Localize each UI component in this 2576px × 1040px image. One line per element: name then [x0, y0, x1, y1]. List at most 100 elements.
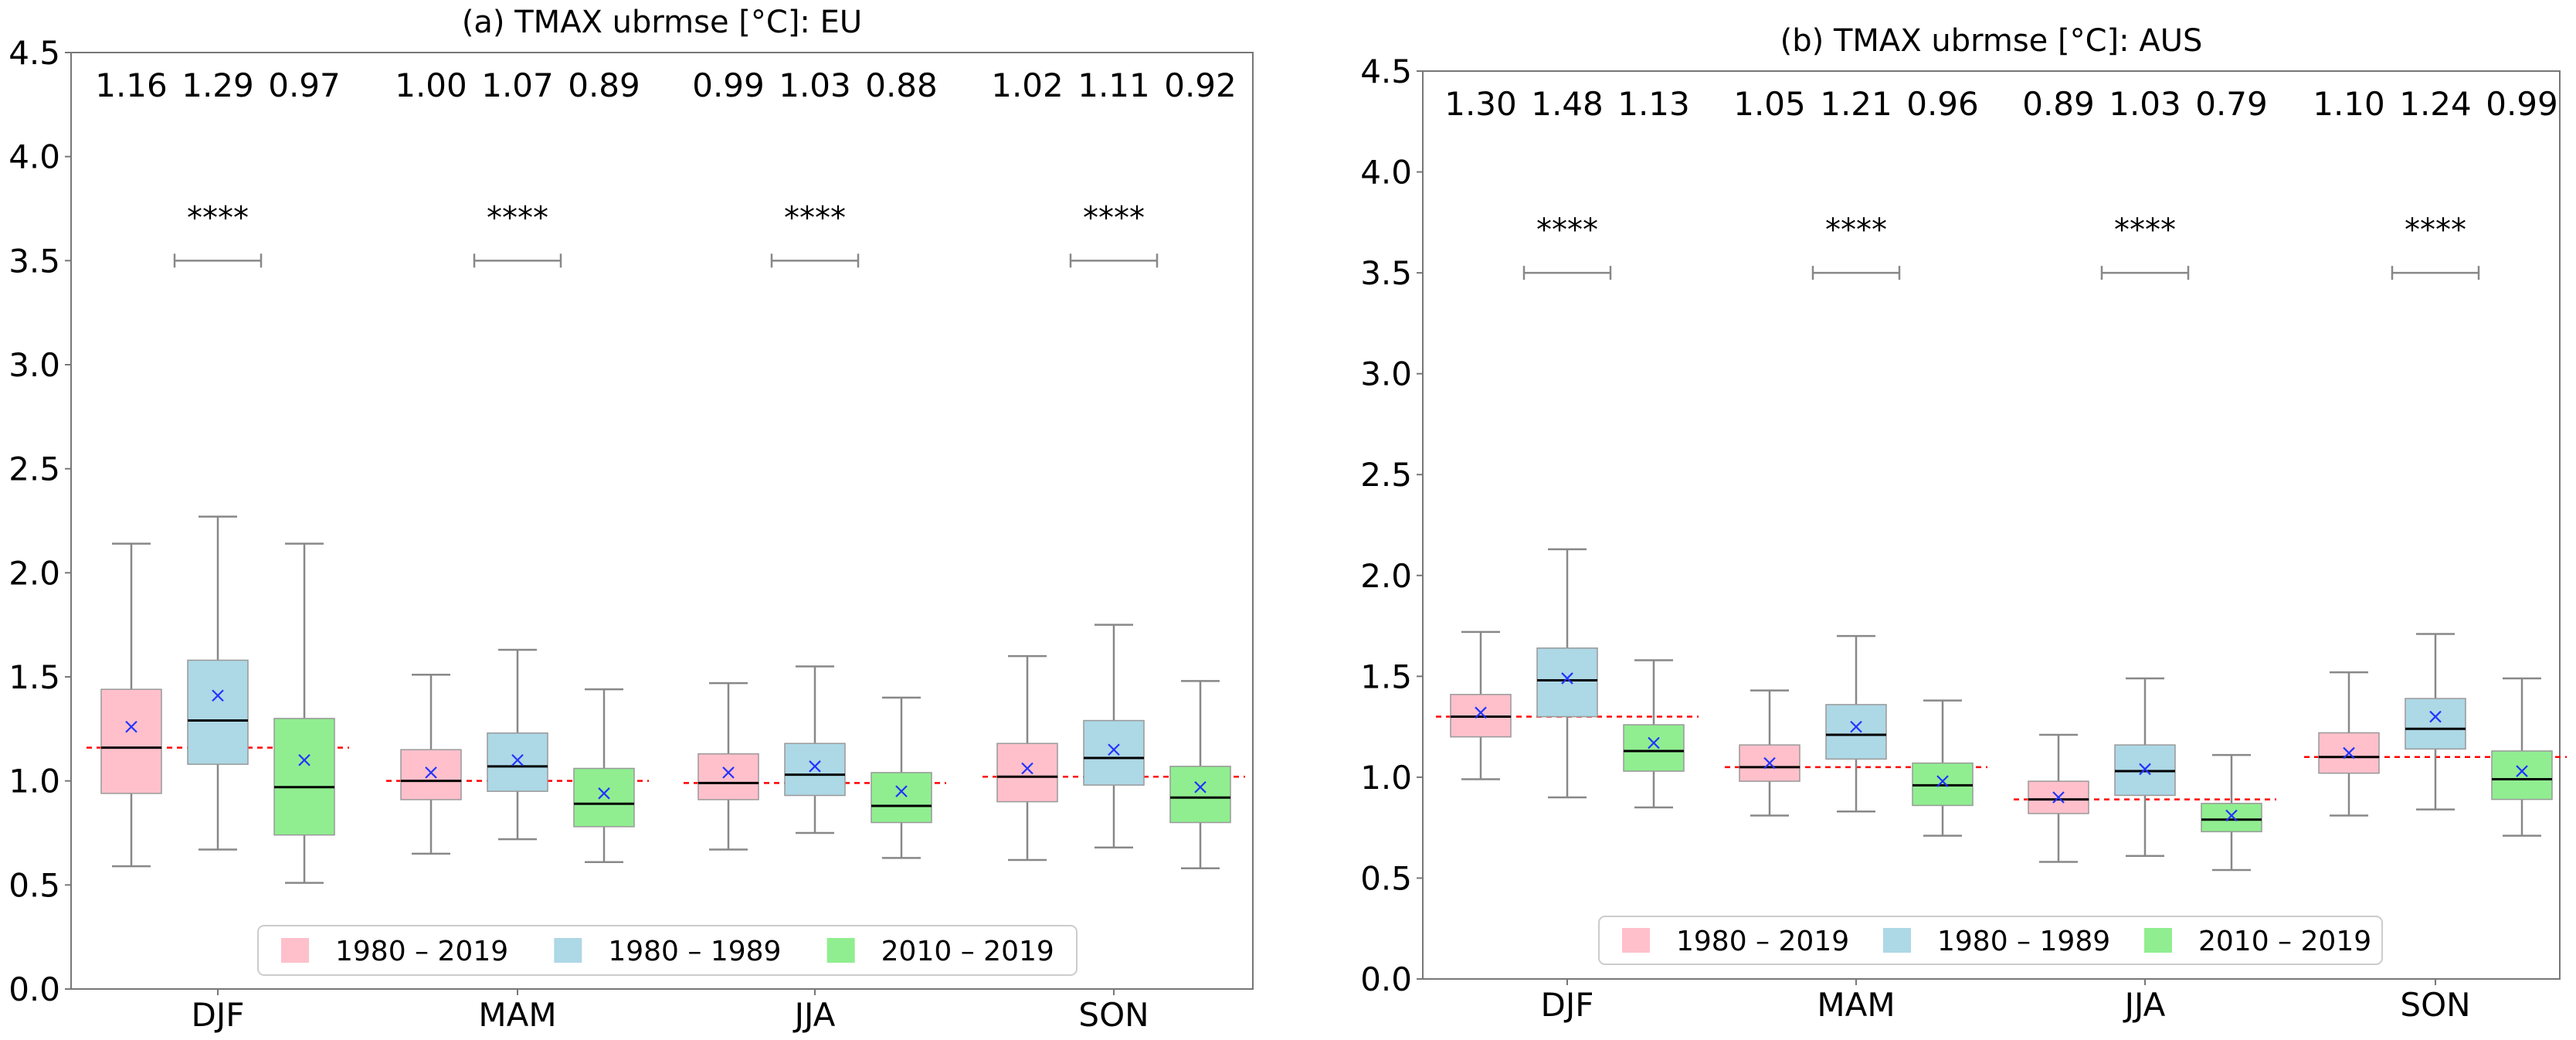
mean-value-label: 0.99 — [692, 66, 765, 104]
box-mam-series-2 — [487, 648, 548, 841]
mean-marker — [212, 689, 224, 702]
box-iqr — [697, 753, 759, 800]
chart-title: (b) TMAX ubrmse [°C]: AUS — [1780, 23, 2203, 59]
mean-marker — [2343, 746, 2355, 760]
box-mam-series-1 — [400, 674, 462, 855]
x-tick-label: MAM — [478, 996, 556, 1034]
box-iqr — [996, 743, 1058, 803]
box-djf-series-1 — [1450, 630, 1512, 780]
mean-marker — [1194, 780, 1207, 794]
mean-marker — [2225, 809, 2238, 822]
box-djf-series-3 — [1623, 659, 1685, 809]
significance-label: **** — [1083, 200, 1145, 236]
significance-mam: **** — [1811, 212, 1901, 280]
y-tick-label: 2.5 — [8, 450, 60, 488]
significance-label: **** — [487, 200, 548, 236]
significance-label: **** — [187, 200, 249, 236]
y-tick-label: 3.0 — [1360, 355, 1412, 393]
box-iqr — [1169, 766, 1231, 824]
legend-label: 1980 – 1989 — [1937, 926, 2110, 957]
mean-value-label: 1.29 — [182, 66, 254, 104]
significance-jja: **** — [770, 200, 860, 268]
mean-value-label: 1.11 — [1078, 66, 1150, 104]
mean-value-label: 0.89 — [2022, 85, 2095, 123]
x-tick-label: MAM — [1817, 986, 1895, 1024]
box-iqr — [784, 743, 846, 797]
box-jja-series-2 — [2114, 677, 2176, 857]
mean-marker — [598, 787, 610, 800]
mean-value-label: 0.96 — [1906, 85, 1979, 123]
box-son-series-3 — [1169, 680, 1231, 870]
y-tick-label: 3.5 — [1360, 254, 1412, 292]
mean-value-label: 1.03 — [2109, 85, 2181, 123]
box-iqr — [573, 767, 635, 828]
y-tick-label: 3.0 — [8, 346, 60, 384]
box-iqr — [273, 718, 335, 836]
y-tick-label: 0.0 — [8, 970, 60, 1008]
mean-marker — [1763, 756, 1776, 770]
x-tick-label: SON — [1078, 996, 1149, 1034]
box-iqr — [100, 688, 162, 794]
mean-marker — [2516, 765, 2528, 777]
legend-swatch — [1883, 928, 1911, 953]
y-tick-label: 1.0 — [1360, 759, 1412, 797]
significance-son: **** — [2391, 212, 2480, 280]
mean-marker — [425, 766, 437, 779]
box-mam-series-2 — [1825, 634, 1887, 813]
box-mam-series-3 — [1912, 699, 1974, 837]
box-iqr — [1825, 704, 1887, 760]
box-iqr — [487, 732, 548, 792]
box-son-series-3 — [2491, 677, 2553, 837]
legend-swatch — [2144, 928, 2172, 953]
y-tick-label: 4.5 — [8, 34, 60, 72]
mean-value-label: 1.00 — [395, 66, 467, 104]
box-iqr — [187, 659, 249, 765]
y-tick-label: 2.0 — [8, 554, 60, 592]
box-iqr — [400, 749, 462, 800]
mean-value-label: 1.16 — [95, 66, 168, 104]
mean-marker — [895, 785, 908, 797]
mean-value-label: 0.88 — [865, 66, 938, 104]
box-jja-series-3 — [2201, 753, 2262, 872]
mean-marker — [1021, 762, 1033, 775]
mean-marker — [1850, 720, 1862, 733]
mean-marker — [2052, 791, 2065, 804]
box-jja-series-3 — [871, 696, 932, 859]
y-tick-label: 4.0 — [1360, 154, 1412, 192]
significance-label: **** — [1825, 212, 1887, 248]
box-djf-series-3 — [273, 542, 335, 884]
box-iqr — [1739, 744, 1800, 782]
mean-value-label: 0.79 — [2195, 85, 2268, 123]
legend-label: 2010 – 2019 — [2198, 926, 2371, 957]
mean-value-label: 0.99 — [2486, 85, 2558, 123]
significance-djf: **** — [173, 200, 263, 268]
box-iqr — [1623, 724, 1685, 772]
chart-title: (a) TMAX ubrmse [°C]: EU — [462, 5, 862, 40]
mean-value-label: 1.10 — [2313, 85, 2385, 123]
significance-son: **** — [1069, 200, 1159, 268]
box-djf-series-1 — [100, 542, 162, 868]
y-tick-label: 1.5 — [1360, 658, 1412, 695]
y-tick-label: 2.0 — [1360, 557, 1412, 595]
mean-marker — [511, 753, 524, 766]
mean-value-label: 0.97 — [268, 66, 341, 104]
significance-label: **** — [2114, 212, 2176, 248]
mean-value-label: 1.05 — [1733, 85, 1806, 123]
mean-marker — [2429, 710, 2442, 723]
legend-label: 1980 – 1989 — [608, 936, 781, 967]
box-mam-series-1 — [1739, 689, 1800, 817]
mean-value-label: 1.13 — [1617, 85, 1690, 123]
x-tick-label: SON — [2400, 986, 2470, 1024]
significance-label: **** — [1536, 212, 1598, 248]
mean-value-label: 1.02 — [991, 66, 1064, 104]
legend-swatch — [1622, 928, 1650, 953]
mean-marker — [1561, 672, 1573, 685]
mean-value-label: 1.21 — [1820, 85, 1892, 123]
mean-value-label: 0.92 — [1164, 66, 1237, 104]
significance-jja: **** — [2100, 212, 2190, 280]
box-jja-series-1 — [697, 681, 759, 851]
mean-marker — [125, 720, 137, 733]
mean-value-label: 1.48 — [1531, 85, 1604, 123]
mean-marker — [1936, 775, 1949, 787]
